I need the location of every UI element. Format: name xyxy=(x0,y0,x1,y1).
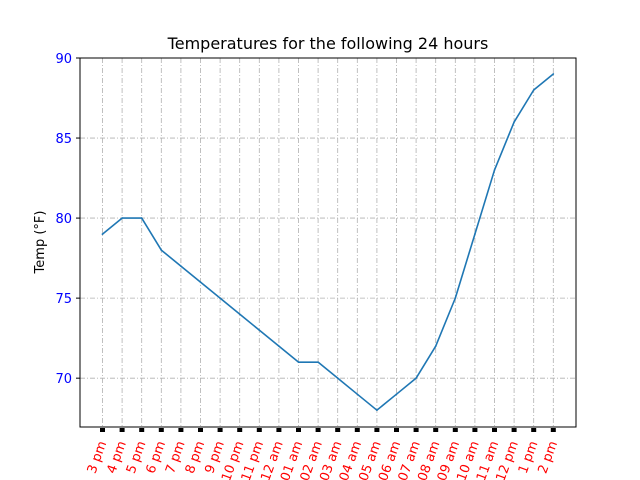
x-tick-mark xyxy=(335,428,341,432)
x-tick-mark xyxy=(492,428,497,432)
plot-area-frame xyxy=(79,57,577,428)
data-point xyxy=(219,297,221,299)
x-tick-mark xyxy=(452,428,458,432)
x-tick-mark xyxy=(472,428,478,432)
x-tick-mark xyxy=(139,428,145,432)
data-point xyxy=(454,297,457,299)
data-point xyxy=(297,361,300,363)
x-tick-mark xyxy=(550,428,556,432)
x-tick-mark xyxy=(374,428,380,432)
x-tick-mark xyxy=(178,428,184,432)
y-tick-label: 90 xyxy=(55,52,72,67)
x-tick-mark xyxy=(531,428,537,432)
data-point xyxy=(101,233,104,235)
data-point xyxy=(180,265,182,267)
x-tick-mark xyxy=(315,428,321,432)
data-point xyxy=(395,393,398,395)
x-tick-mark xyxy=(276,428,282,432)
grid-lines xyxy=(80,57,576,427)
data-point xyxy=(513,121,515,123)
x-tick-mark xyxy=(100,428,105,432)
data-point xyxy=(356,393,359,395)
x-tick-mark xyxy=(198,428,203,432)
x-tick-mark xyxy=(511,428,517,432)
x-tick-mark xyxy=(119,428,125,432)
data-point xyxy=(278,345,280,347)
y-axis-label: Temp (°F) xyxy=(33,211,48,275)
x-tick-mark xyxy=(354,428,360,432)
x-tick-mark xyxy=(158,428,164,432)
data-point xyxy=(434,345,437,347)
data-point xyxy=(317,361,319,363)
data-point xyxy=(238,313,241,315)
data-point xyxy=(199,281,202,283)
data-point xyxy=(532,89,535,91)
series-line-layer xyxy=(101,73,555,411)
data-point xyxy=(258,329,261,331)
data-point xyxy=(415,377,417,379)
x-tick-mark xyxy=(256,428,262,432)
x-tick-mark xyxy=(413,428,419,432)
y-tick-label: 75 xyxy=(55,292,72,307)
data-point xyxy=(336,377,339,379)
x-tick-mark xyxy=(296,428,301,432)
data-point xyxy=(140,217,143,219)
y-tick-label: 85 xyxy=(55,132,72,147)
y-axis-ticks: 70 75 80 85 90 xyxy=(55,52,80,387)
data-point xyxy=(552,73,555,75)
data-point xyxy=(493,169,496,171)
data-point xyxy=(121,217,123,219)
data-point xyxy=(376,409,378,411)
x-tick-mark xyxy=(394,428,399,432)
temperature-series-line xyxy=(101,73,555,411)
x-tick-mark xyxy=(217,428,223,432)
x-tick-mark xyxy=(433,428,439,432)
y-tick-label: 80 xyxy=(55,212,72,227)
data-point xyxy=(160,249,163,251)
y-tick-label: 70 xyxy=(55,372,72,387)
x-tick-mark xyxy=(237,428,243,432)
data-point xyxy=(474,233,476,235)
chart-title: Temperatures for the following 24 hours xyxy=(167,34,489,53)
